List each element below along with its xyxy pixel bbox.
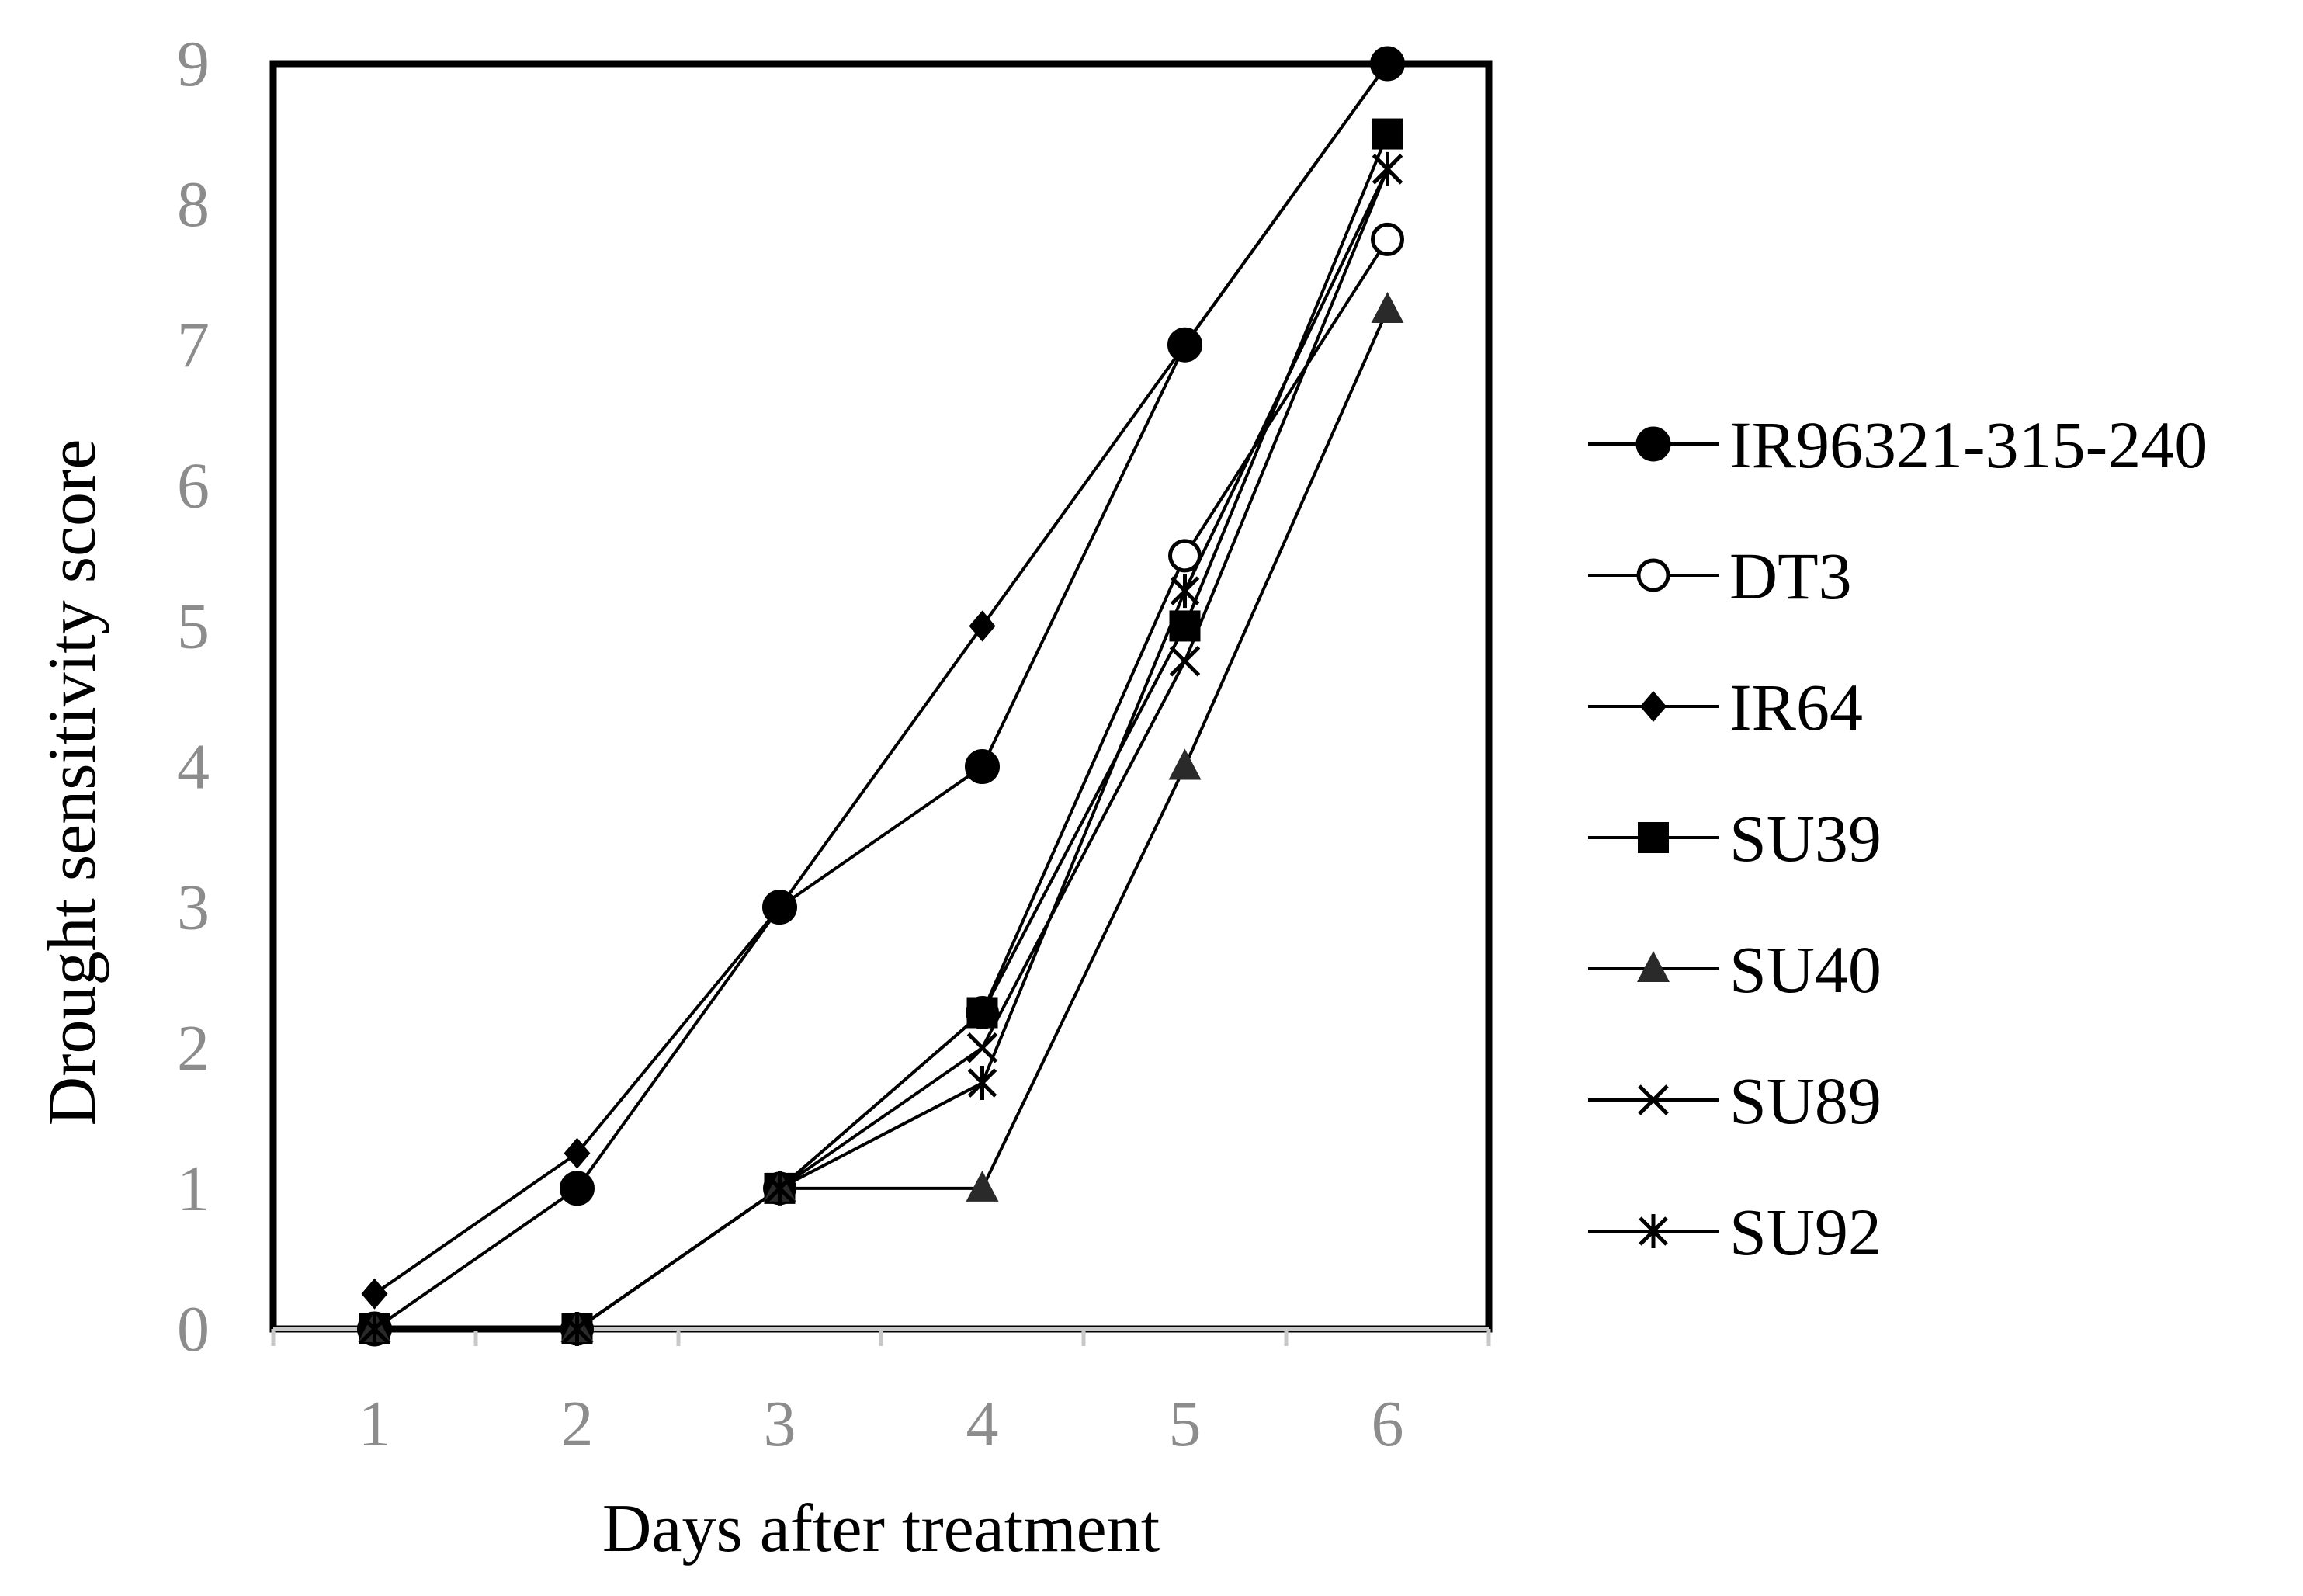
data-point bbox=[1170, 574, 1200, 609]
series-markers-su92 bbox=[359, 151, 1403, 1346]
y-tick-label: 9 bbox=[177, 28, 210, 100]
data-point bbox=[766, 891, 793, 923]
legend-marker bbox=[1640, 691, 1667, 722]
series-layer bbox=[357, 46, 1405, 1347]
data-point bbox=[966, 997, 998, 1029]
data-point bbox=[1371, 291, 1404, 323]
legend-label: SU92 bbox=[1729, 1195, 1882, 1269]
series-line-su92 bbox=[374, 168, 1389, 1331]
legend-marker bbox=[1639, 1214, 1668, 1248]
legend-item: SU89 bbox=[1588, 1063, 1882, 1138]
y-axis-tick-labels: 0 1 2 3 4 5 6 7 8 9 bbox=[177, 28, 210, 1365]
data-point bbox=[965, 749, 1000, 785]
y-tick-label: 2 bbox=[177, 1012, 210, 1084]
series-markers-ir64 bbox=[361, 48, 1401, 1310]
legend-label: DT3 bbox=[1729, 539, 1852, 613]
legend-marker bbox=[1635, 426, 1671, 462]
x-axis-title: Days after treatment bbox=[602, 1491, 1160, 1567]
data-point bbox=[562, 1312, 592, 1346]
data-point bbox=[967, 1066, 997, 1101]
data-point bbox=[1374, 48, 1401, 79]
data-point bbox=[1372, 118, 1403, 150]
data-point bbox=[966, 1170, 999, 1202]
data-point bbox=[765, 1171, 795, 1206]
legend-label: IR96321-315-240 bbox=[1729, 408, 2208, 482]
data-point bbox=[560, 1171, 595, 1206]
legend-item: IR64 bbox=[1588, 670, 1863, 744]
legend-marker bbox=[1638, 822, 1669, 853]
data-point bbox=[1168, 748, 1202, 780]
x-tick-label: 2 bbox=[561, 1388, 594, 1460]
y-tick-label: 1 bbox=[177, 1153, 210, 1225]
y-tick-label: 7 bbox=[177, 309, 210, 381]
legend-marker bbox=[1636, 558, 1670, 592]
data-point bbox=[359, 1312, 390, 1346]
y-tick-label: 0 bbox=[177, 1293, 210, 1365]
data-point bbox=[361, 1278, 388, 1310]
legend-label: IR64 bbox=[1729, 670, 1863, 744]
legend-label: SU40 bbox=[1729, 932, 1882, 1007]
x-tick-label: 4 bbox=[966, 1388, 999, 1460]
legend-item: SU39 bbox=[1588, 801, 1882, 876]
legend: IR96321-315-240 DT3 IR64 SU39 SU40 SU89 SU92 bbox=[1588, 408, 2208, 1269]
y-axis-title: Drought sensitivity score bbox=[35, 439, 110, 1126]
y-tick-label: 6 bbox=[177, 449, 210, 522]
y-tick-label: 3 bbox=[177, 872, 210, 944]
legend-label: SU39 bbox=[1729, 801, 1882, 876]
legend-item: SU40 bbox=[1588, 932, 1882, 1007]
x-axis-tick-labels: 1 2 3 4 5 6 bbox=[359, 1388, 1404, 1460]
y-tick-label: 8 bbox=[177, 168, 210, 241]
legend-item: DT3 bbox=[1588, 539, 1852, 613]
legend-label: SU89 bbox=[1729, 1063, 1882, 1138]
data-point bbox=[564, 1137, 591, 1169]
data-point bbox=[1371, 222, 1404, 256]
data-point bbox=[969, 610, 996, 642]
y-tick-label: 5 bbox=[177, 590, 210, 662]
x-tick-label: 1 bbox=[359, 1388, 391, 1460]
legend-marker bbox=[1638, 1084, 1669, 1115]
legend-item: IR96321-315-240 bbox=[1588, 408, 2208, 482]
y-tick-label: 4 bbox=[177, 731, 210, 803]
data-point bbox=[1169, 645, 1201, 677]
x-tick-label: 5 bbox=[1169, 1388, 1202, 1460]
data-point bbox=[966, 1032, 998, 1063]
data-point bbox=[1169, 610, 1201, 642]
x-tick-label: 3 bbox=[764, 1388, 796, 1460]
data-point bbox=[1372, 151, 1403, 186]
legend-item: SU92 bbox=[1588, 1195, 1882, 1269]
legend-marker bbox=[1637, 951, 1670, 982]
x-tick-label: 6 bbox=[1372, 1388, 1404, 1460]
data-point bbox=[1171, 329, 1198, 361]
series-line-ir64 bbox=[373, 62, 1389, 1296]
data-point bbox=[1168, 539, 1202, 573]
